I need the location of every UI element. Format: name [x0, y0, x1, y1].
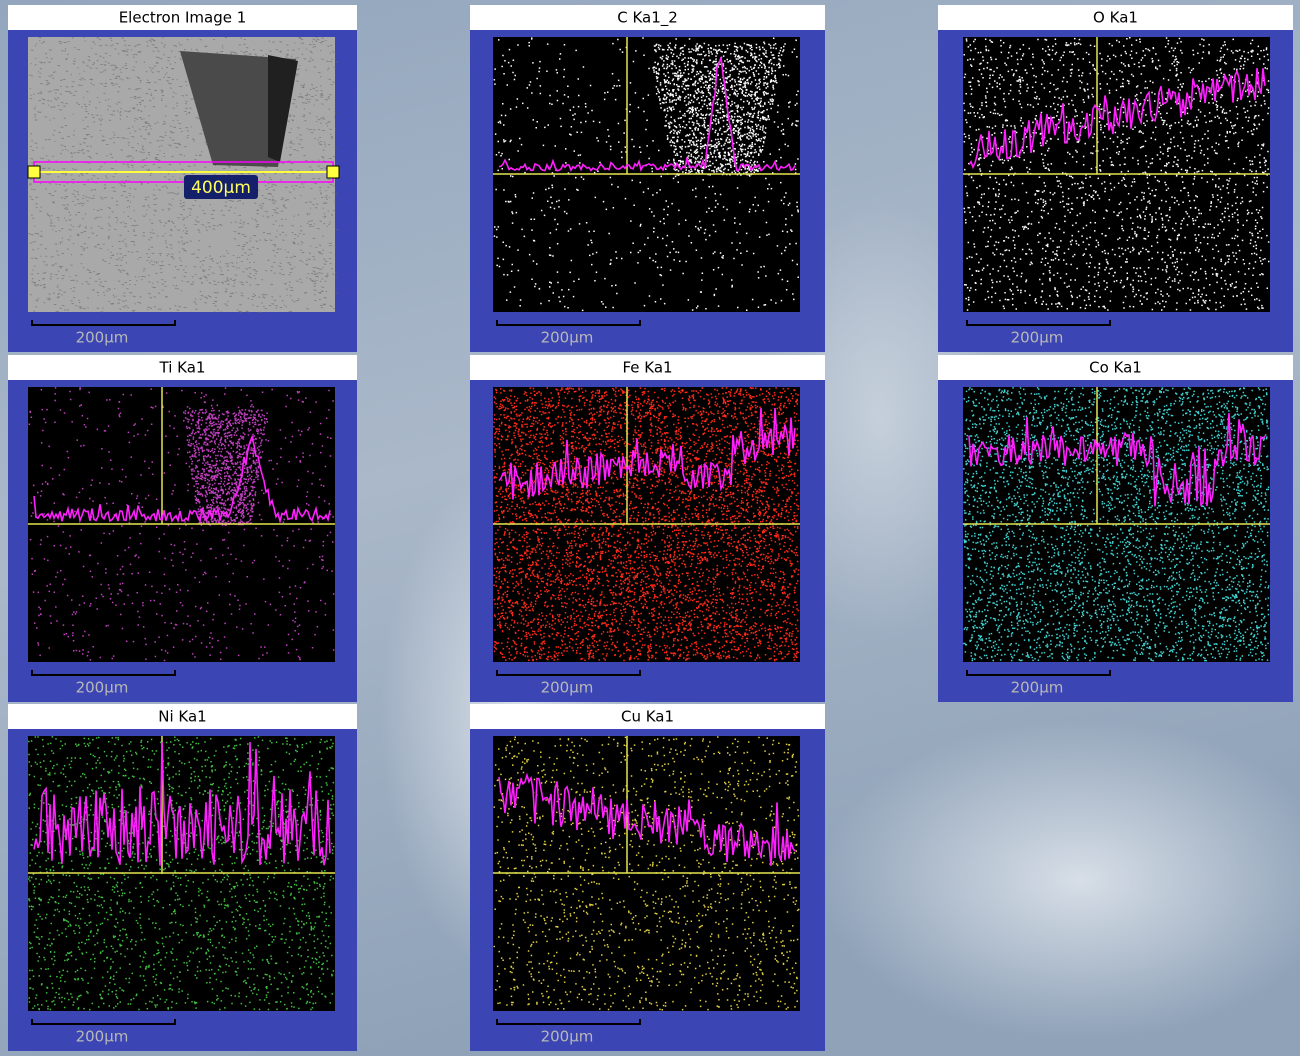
line-handle	[326, 165, 340, 179]
dark-inclusion	[180, 51, 296, 167]
title-bar	[470, 355, 825, 380]
cloud	[820, 720, 1300, 1040]
scale-bar-label: 200µm	[1011, 329, 1064, 347]
map-window: Electron Image 1 400µm 200µm	[8, 5, 357, 352]
window-title: O Ka1	[1093, 9, 1138, 27]
scale-bar	[496, 320, 641, 326]
scale-bar-label: 200µm	[76, 1028, 129, 1046]
map-window: Ti Ka1 200µm	[8, 355, 357, 702]
length-label-box	[184, 175, 258, 199]
map-window: Cu Ka1 200µm	[470, 704, 825, 1051]
scale-bar	[496, 670, 641, 676]
line-scan-profile	[33, 741, 331, 866]
window-title: Ti Ka1	[159, 359, 206, 377]
length-label: 400µm	[191, 178, 251, 198]
title-bar	[8, 355, 357, 380]
line-scan-profile	[498, 772, 796, 866]
line-scan-profile	[968, 68, 1266, 170]
map-window: O Ka1 200µm	[938, 5, 1293, 352]
map-window: Fe Ka1 200µm	[470, 355, 825, 702]
scale-bar	[31, 320, 176, 326]
line-scan-profile	[498, 407, 796, 500]
window-title: Fe Ka1	[622, 359, 672, 377]
scale-bar-label: 200µm	[1011, 679, 1064, 697]
title-bar	[938, 355, 1293, 380]
window-title: Cu Ka1	[621, 708, 674, 726]
scale-bar-label: 200µm	[76, 329, 129, 347]
map-window: Ni Ka1 200µm	[8, 704, 357, 1051]
line-handle	[27, 165, 41, 179]
window-title: C Ka1_2	[617, 9, 678, 28]
title-bar	[470, 704, 825, 729]
line-scan-profile	[968, 413, 1266, 507]
title-bar	[8, 704, 357, 729]
window-title: Co Ka1	[1089, 359, 1142, 377]
map-window: C Ka1_2 200µm	[470, 5, 825, 352]
title-bar	[8, 5, 357, 30]
title-bar	[938, 5, 1293, 30]
inclusion-edge	[268, 55, 298, 162]
window-title: Electron Image 1	[119, 9, 247, 27]
scale-bar	[496, 1019, 641, 1025]
scale-bar	[966, 670, 1111, 676]
scale-bar	[31, 1019, 176, 1025]
scale-bar-label: 200µm	[76, 679, 129, 697]
element-counts	[963, 387, 1270, 662]
element-counts	[28, 736, 335, 1011]
line-scan-profile	[498, 57, 796, 173]
map-window: Co Ka1 200µm	[938, 355, 1293, 702]
title-bar	[470, 5, 825, 30]
scale-bar-label: 200µm	[541, 329, 594, 347]
scale-bar-label: 200µm	[541, 1028, 594, 1046]
scale-bar-label: 200µm	[541, 679, 594, 697]
scale-bar	[31, 670, 176, 676]
line-scan-profile	[33, 434, 331, 525]
window-title: Ni Ka1	[158, 708, 206, 726]
scale-bar	[966, 320, 1111, 326]
